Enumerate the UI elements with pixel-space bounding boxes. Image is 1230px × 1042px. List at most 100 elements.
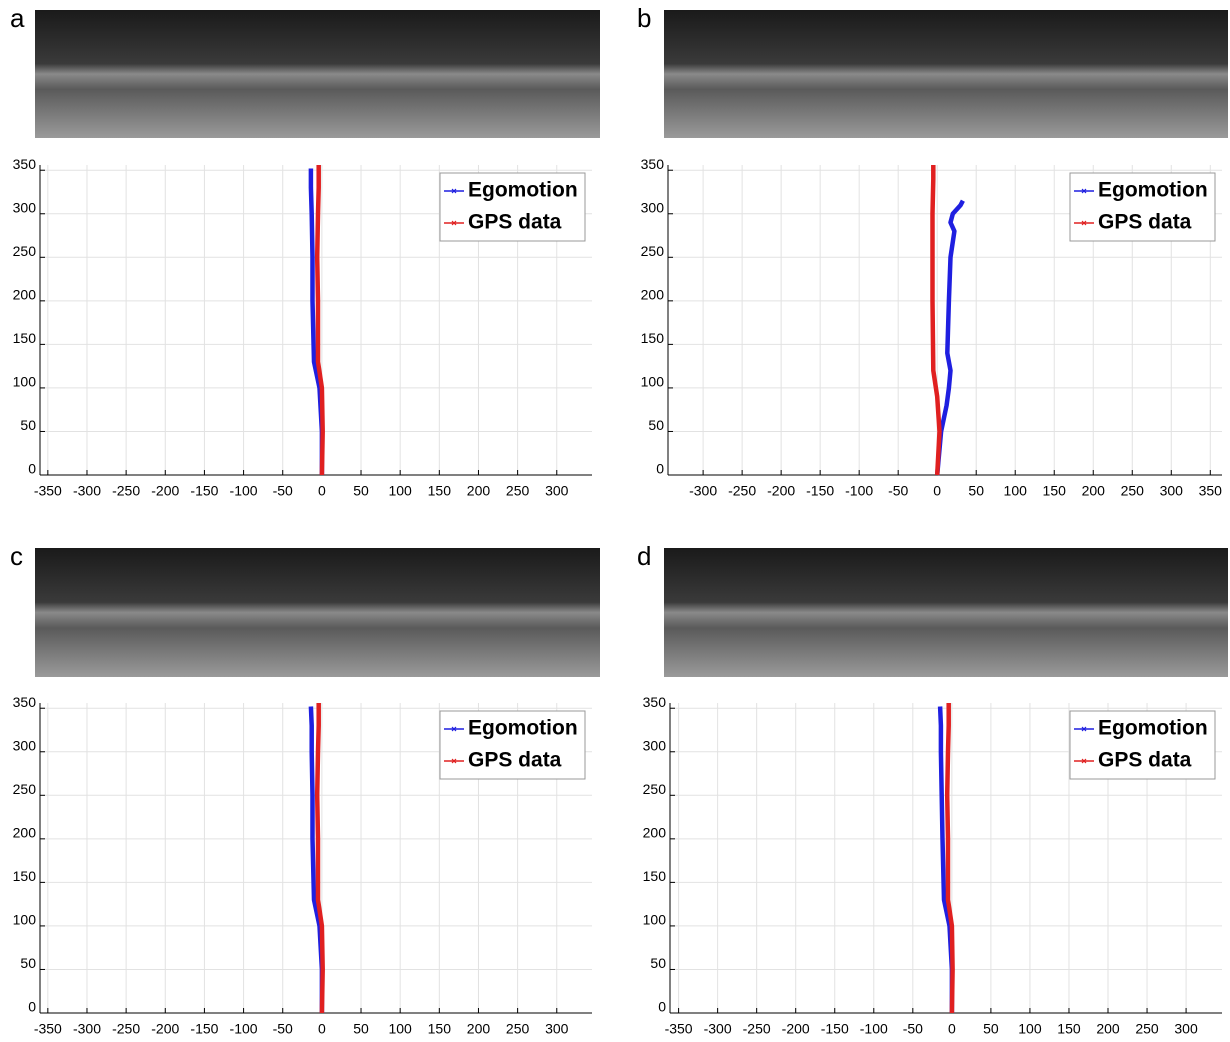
- legend-cross: [451, 726, 457, 732]
- x-tick-label: -50: [903, 1021, 923, 1037]
- legend-label: GPS data: [468, 211, 562, 234]
- x-tick-label: -150: [821, 1021, 849, 1037]
- legend-cross: [1081, 726, 1087, 732]
- x-tick-label: 150: [428, 1021, 452, 1037]
- y-tick-label: 100: [641, 374, 665, 390]
- x-tick-label: 200: [1082, 483, 1106, 499]
- x-tick-label: -200: [151, 483, 179, 499]
- x-tick-label: -350: [34, 1021, 62, 1037]
- x-tick-label: 100: [388, 1021, 412, 1037]
- x-tick-label: -300: [73, 483, 101, 499]
- x-tick-label: -300: [73, 1021, 101, 1037]
- y-tick-label: 50: [648, 417, 664, 433]
- x-tick-label: 200: [1096, 1021, 1120, 1037]
- x-tick-label: 0: [318, 483, 326, 499]
- legend-box: [439, 710, 586, 780]
- x-tick-label: 300: [1160, 483, 1184, 499]
- x-tick-label: -100: [860, 1021, 888, 1037]
- x-tick-label: -200: [151, 1021, 179, 1037]
- x-tick-label: -50: [888, 483, 908, 499]
- y-tick-label: 100: [13, 912, 37, 928]
- x-tick-label: -50: [273, 483, 293, 499]
- x-tick-label: 50: [983, 1021, 999, 1037]
- y-tick-label: 0: [658, 999, 666, 1015]
- x-tick-label: -100: [230, 1021, 258, 1037]
- y-tick-label: 150: [13, 868, 37, 884]
- legend-cross: [451, 758, 457, 764]
- y-tick-label: 0: [656, 461, 664, 477]
- x-tick-label: 250: [1135, 1021, 1159, 1037]
- x-tick-label: -300: [704, 1021, 732, 1037]
- x-tick-label: 250: [506, 483, 530, 499]
- x-tick-label: 250: [1121, 483, 1145, 499]
- x-tick-label: 50: [353, 483, 369, 499]
- y-tick-label: 200: [641, 287, 665, 303]
- x-tick-label: -150: [190, 1021, 218, 1037]
- x-tick-label: 100: [1004, 483, 1028, 499]
- camera-image: [35, 548, 600, 677]
- x-tick-label: 300: [545, 1021, 569, 1037]
- x-tick-label: -350: [34, 483, 62, 499]
- x-tick-label: 100: [388, 483, 412, 499]
- y-tick-label: 250: [13, 781, 37, 797]
- legend-box: [439, 172, 586, 242]
- legend-cross: [1081, 188, 1087, 194]
- camera-image: [664, 548, 1228, 677]
- y-tick-label: 0: [28, 999, 36, 1015]
- legend-cross: [1081, 758, 1087, 764]
- y-tick-label: 250: [13, 243, 37, 259]
- data-line: [934, 199, 965, 476]
- y-tick-label: 350: [641, 156, 665, 172]
- legend-label: Egomotion: [468, 179, 578, 202]
- legend-cross: [451, 220, 457, 226]
- x-tick-label: 100: [1018, 1021, 1042, 1037]
- x-tick-label: -250: [112, 1021, 140, 1037]
- data-line: [314, 703, 325, 1014]
- legend-label: Egomotion: [1098, 717, 1208, 740]
- data-line: [944, 703, 955, 1014]
- y-tick-label: 300: [13, 737, 37, 753]
- y-tick-label: 300: [13, 199, 37, 215]
- x-tick-label: -100: [230, 483, 258, 499]
- x-tick-label: 0: [933, 483, 941, 499]
- legend-label: Egomotion: [468, 717, 578, 740]
- legend-label: GPS data: [1098, 749, 1192, 772]
- y-tick-label: 0: [28, 461, 36, 477]
- x-tick-label: 200: [467, 483, 491, 499]
- legend-box: [1069, 710, 1216, 780]
- camera-image: [664, 10, 1228, 138]
- data-line: [314, 165, 325, 476]
- y-tick-label: 350: [13, 156, 37, 172]
- y-tick-label: 250: [641, 243, 665, 259]
- x-tick-label: 50: [968, 483, 984, 499]
- y-tick-label: 200: [643, 825, 667, 841]
- x-tick-label: 150: [1043, 483, 1067, 499]
- x-tick-label: 150: [1057, 1021, 1081, 1037]
- y-tick-label: 300: [641, 199, 665, 215]
- y-tick-label: 150: [643, 868, 667, 884]
- x-tick-label: 350: [1199, 483, 1223, 499]
- y-tick-label: 50: [20, 417, 36, 433]
- x-tick-label: -350: [665, 1021, 693, 1037]
- x-tick-label: 250: [506, 1021, 530, 1037]
- legend-cross: [1081, 220, 1087, 226]
- panel-letter: d: [637, 541, 651, 571]
- x-tick-label: 200: [467, 1021, 491, 1037]
- x-tick-label: 50: [353, 1021, 369, 1037]
- x-tick-label: -300: [689, 483, 717, 499]
- y-tick-label: 350: [13, 694, 37, 710]
- x-tick-label: 150: [428, 483, 452, 499]
- x-tick-label: -150: [806, 483, 834, 499]
- y-tick-label: 100: [13, 374, 37, 390]
- x-tick-label: -200: [767, 483, 795, 499]
- legend-label: GPS data: [468, 749, 562, 772]
- x-tick-label: -250: [112, 483, 140, 499]
- y-tick-label: 150: [641, 330, 665, 346]
- legend-box: [1069, 172, 1216, 242]
- x-tick-label: -150: [190, 483, 218, 499]
- panel-letter: a: [10, 3, 25, 33]
- y-tick-label: 100: [643, 912, 667, 928]
- y-tick-label: 200: [13, 287, 37, 303]
- x-tick-label: -200: [782, 1021, 810, 1037]
